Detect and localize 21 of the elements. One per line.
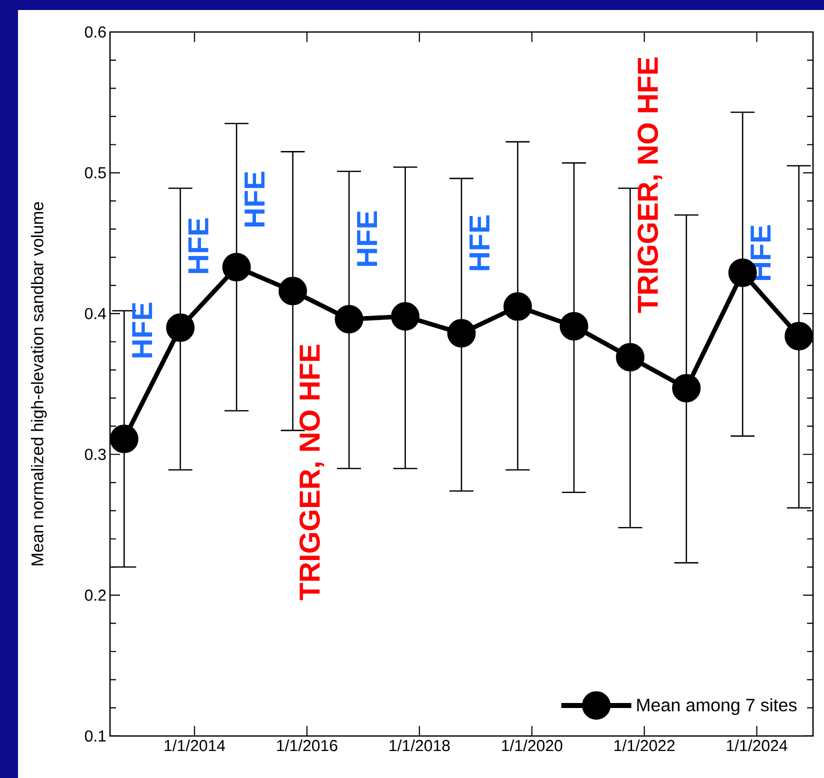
x-tick-label: 1/1/2024 bbox=[726, 740, 788, 752]
x-tick-label: 1/1/2016 bbox=[277, 740, 338, 752]
y-tick-label: 0.3 bbox=[84, 448, 106, 460]
x-tick-label: 1/1/2020 bbox=[502, 740, 562, 752]
annotation: HFE bbox=[188, 218, 208, 273]
legend-label: Mean among 7 sites bbox=[637, 698, 797, 715]
annotation: HFE bbox=[132, 302, 152, 358]
y-tick-label: 0.6 bbox=[84, 26, 106, 38]
y-tick-label: 0.1 bbox=[84, 730, 106, 742]
annotation: TRIGGER, NO HFE bbox=[299, 344, 324, 600]
annotation: HFE bbox=[357, 211, 377, 266]
x-tick-label: 1/1/2018 bbox=[390, 740, 450, 752]
annotation: HFE bbox=[244, 172, 264, 226]
annotation: HFE bbox=[470, 215, 490, 270]
x-tick-label: 1/1/2014 bbox=[164, 740, 226, 752]
y-tick-label: 0.2 bbox=[84, 590, 106, 601]
annotation: TRIGGER, NO HFE bbox=[638, 57, 662, 313]
y-axis-title: Mean normalized high-elevation sandbar volume bbox=[30, 202, 47, 566]
x-tick-label: 1/1/2022 bbox=[614, 740, 675, 752]
y-tick-label: 0.5 bbox=[84, 167, 106, 178]
y-tick-label: 0.4 bbox=[84, 308, 106, 320]
